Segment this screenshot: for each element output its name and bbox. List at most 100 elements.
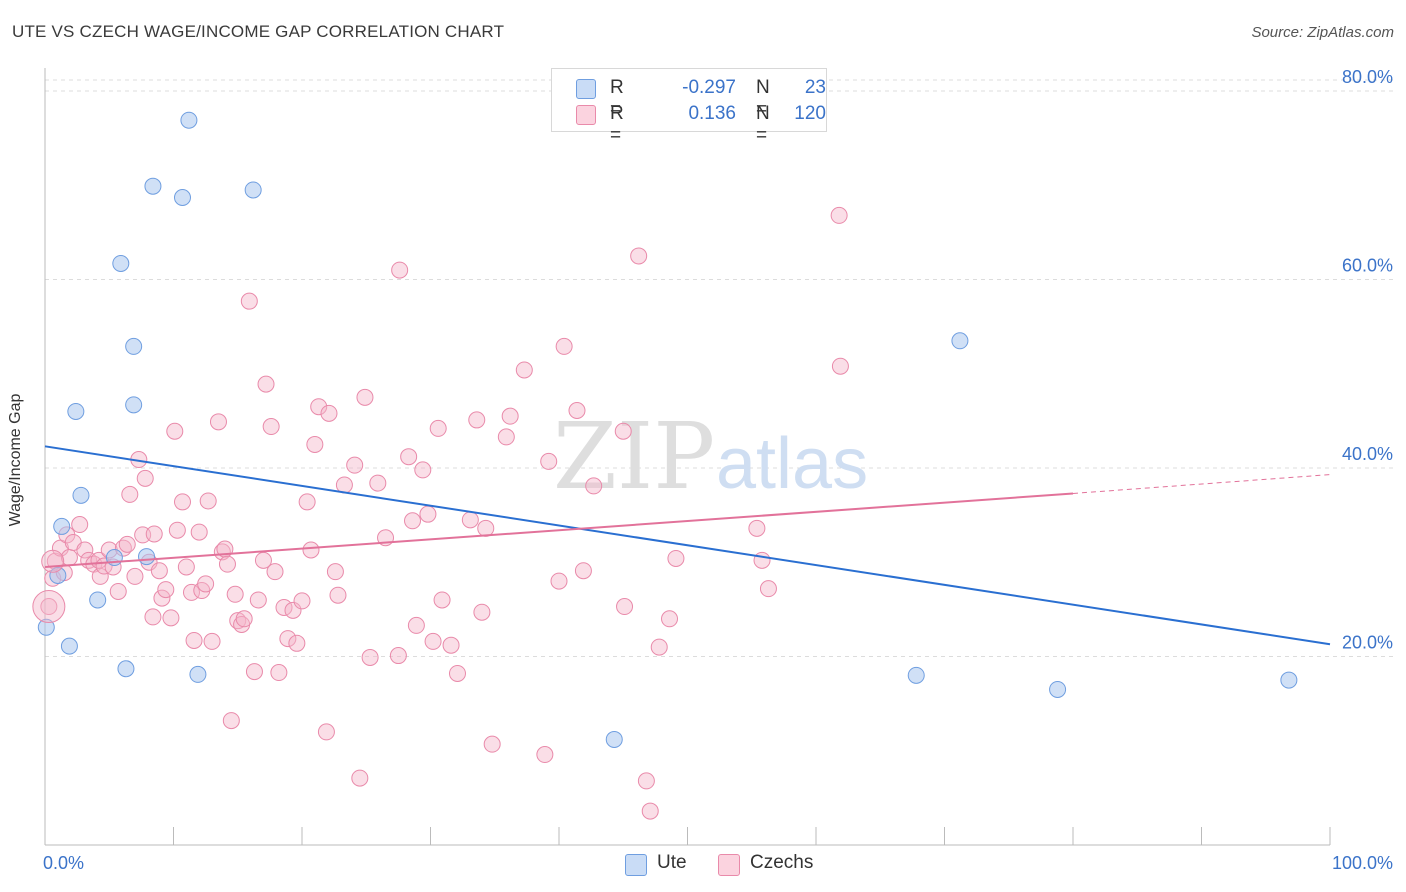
czech-point [404,512,422,530]
ute-point [173,189,191,207]
czech-point [329,586,347,604]
czech-point [310,398,328,416]
ute-point [49,566,67,584]
ute-trend-line [44,445,1331,646]
czech-point [266,563,284,581]
ute-point [53,517,71,535]
czech-trend-extension [1072,474,1331,494]
grid-lines [45,79,1395,657]
ute-point [189,665,207,683]
ute-point [37,618,55,636]
czech-point [185,631,203,649]
czech-point [235,610,253,628]
ute-point [138,548,156,566]
czech-point [226,585,244,603]
czech-point [157,581,175,599]
czech-trend-line [44,492,1074,568]
czech-point [630,247,648,265]
czech-point [320,404,338,422]
czech-point [501,407,519,425]
czech-point [650,638,668,656]
series-label-ute: Ute [657,852,687,873]
y-tick-label: 60.0% [1342,256,1393,276]
czech-point [748,519,766,537]
legend-n-value: 23 [804,77,826,98]
ute-point [907,666,925,684]
czech-point [461,511,479,529]
czech-point [126,567,144,585]
y-tick-label: 20.0% [1342,633,1393,653]
legend-n-label: N = [756,103,770,146]
czech-point [831,357,849,375]
czech-point [166,422,184,440]
trend-lines [44,445,1331,646]
chart-title: UTE VS CZECH WAGE/INCOME GAP CORRELATION… [12,22,505,41]
ute-point [117,660,135,678]
czech-point [419,505,437,523]
czech-point [641,802,659,820]
czech-point [433,591,451,609]
czech-point [555,337,573,355]
series-swatch-czechs [718,854,740,876]
czech-point [407,616,425,634]
czech-point [40,598,58,616]
ute-point [67,402,85,420]
czech-point [473,603,491,621]
ute-point [951,332,969,350]
czech-point [245,663,263,681]
legend-swatch-czechs [576,105,596,125]
czech-point [173,493,191,511]
czech-point [356,388,374,406]
czech-point [136,469,154,487]
czech-point [361,648,379,666]
watermark: ZIP atlas [553,403,868,510]
czech-point [222,712,240,730]
czech-point [270,664,288,682]
ute-point [72,486,90,504]
czech-point [203,632,221,650]
y-tick-label: 80.0% [1342,67,1393,87]
ute-point [125,396,143,414]
czech-point [637,772,655,790]
ute-point [144,177,162,195]
czech-point [468,411,486,429]
ute-point [180,111,198,129]
czech-point [661,610,679,628]
series-swatch-ute [625,854,647,876]
czech-point [254,551,272,569]
czech-point [288,634,306,652]
czech-point [369,474,387,492]
czech-point [497,428,515,446]
czech-point [262,418,280,436]
czech-point [145,525,163,543]
legend-r-value: -0.297 [682,77,736,98]
czech-point [536,746,554,764]
watermark-atlas: atlas [716,424,868,504]
czech-point [121,485,139,503]
czech-point [76,541,94,559]
legend-swatch-ute [576,79,596,99]
legend-r-label: R = [610,77,624,120]
czech-point [616,598,634,616]
czech-point [71,516,89,534]
czech-point [150,562,168,580]
axes [44,68,1331,846]
ute-point [60,637,78,655]
ute-point [244,181,262,199]
czech-point [144,608,162,626]
czech-point-cluster [41,549,65,573]
tick-labels: 20.0% 40.0% 60.0% 80.0% 0.0% 100.0% [43,67,1393,873]
ute-point [89,591,107,609]
legend-n-label: N = [756,77,770,120]
ute-point [1280,671,1298,689]
ute-point [125,337,143,355]
series-label-czechs: Czechs [750,852,814,873]
legend-r-label: R = [610,103,624,146]
czech-point [568,402,586,420]
czech-point [448,664,466,682]
czech-point [118,535,136,553]
czech-point [540,452,558,470]
czech-point [585,477,603,495]
czech-point [249,591,267,609]
